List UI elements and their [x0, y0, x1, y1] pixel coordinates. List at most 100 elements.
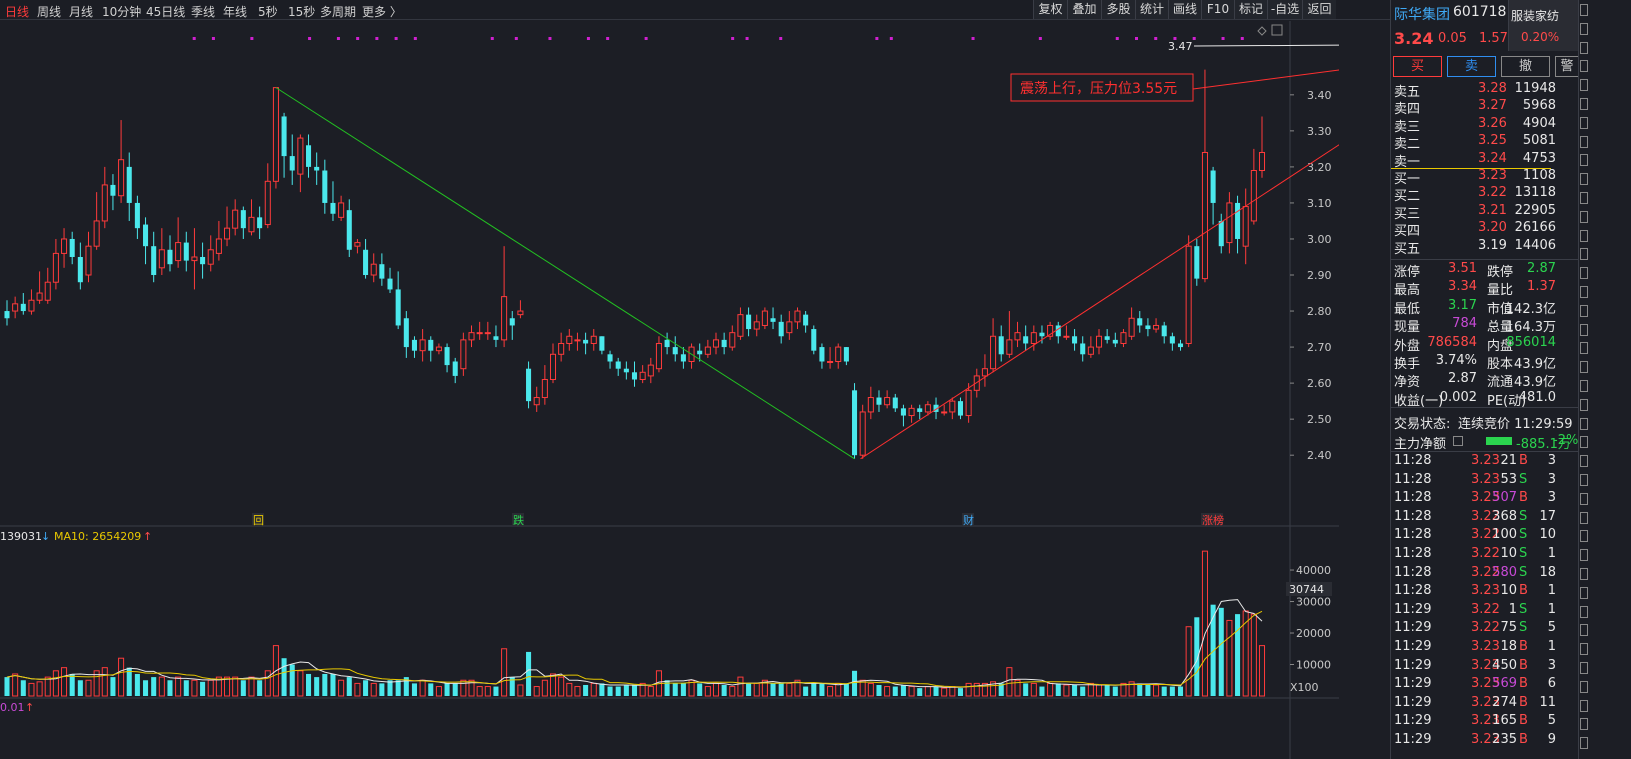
- event-marker[interactable]: 涨榜: [1202, 513, 1224, 527]
- tick-row[interactable]: 11:29 3.23 569 B 6: [1391, 676, 1579, 694]
- tick-row[interactable]: 11:28 3.22 580 S 18: [1391, 565, 1579, 583]
- edge-tab[interactable]: [1580, 267, 1588, 280]
- edge-tab[interactable]: [1580, 22, 1588, 35]
- ask-row[interactable]: 卖二 3.25 5081: [1391, 133, 1579, 152]
- tick-row[interactable]: 11:29 3.23 450 B 3: [1391, 658, 1579, 676]
- edge-tab[interactable]: [1580, 417, 1588, 430]
- toolbar-button-7[interactable]: -自选: [1267, 0, 1302, 19]
- edge-tab[interactable]: [1580, 248, 1588, 261]
- event-marker-box[interactable]: [1201, 513, 1223, 526]
- edge-tab[interactable]: [1580, 474, 1588, 486]
- edge-tab[interactable]: [1580, 361, 1588, 374]
- ask-row[interactable]: 卖一 3.24 4753: [1391, 151, 1579, 170]
- tick-row[interactable]: 11:29 3.23 274 B 11: [1391, 695, 1579, 713]
- tick-list[interactable]: 11:28 3.23 21 B 3 11:28 3.23 53 S 3 11:28 3.23 507 B 3…: [1391, 453, 1579, 759]
- event-marker-box[interactable]: [512, 513, 524, 526]
- tick-row[interactable]: 11:29 3.23 165 B 5: [1391, 713, 1579, 731]
- tick-row[interactable]: 11:28 3.23 507 B 3: [1391, 490, 1579, 508]
- edge-tab[interactable]: [1580, 323, 1588, 336]
- buy-button[interactable]: 买: [1393, 56, 1442, 77]
- tick-row[interactable]: 11:29 3.22 75 S 5: [1391, 620, 1579, 638]
- edge-tab[interactable]: [1580, 680, 1588, 693]
- edge-tab[interactable]: [1580, 342, 1588, 355]
- period-tab-10[interactable]: 更多 〉: [362, 5, 402, 19]
- sell-button[interactable]: 卖: [1447, 56, 1496, 77]
- event-marker-box[interactable]: [252, 513, 264, 526]
- edge-tab[interactable]: [1580, 699, 1588, 712]
- edge-tab[interactable]: [1580, 530, 1588, 543]
- edge-tab[interactable]: [1580, 737, 1588, 750]
- period-tab-6[interactable]: 年线: [223, 5, 248, 19]
- kline-chart-area[interactable]: 3.40 3.30 3.20 3.10 3.00 2.90 2.80 2.70 2.60 2.50…: [0, 21, 1631, 759]
- event-marker[interactable]: 回: [253, 514, 264, 527]
- period-tab-7[interactable]: 5秒: [258, 5, 278, 19]
- ask-row[interactable]: 卖五 3.28 11948: [1391, 81, 1579, 100]
- edge-tab[interactable]: [1580, 586, 1588, 599]
- ask-row[interactable]: 卖四 3.27 5968: [1391, 98, 1579, 117]
- event-marker-box[interactable]: [962, 513, 974, 526]
- trendline-down[interactable]: [275, 87, 855, 460]
- toolbar-button-4[interactable]: 画线: [1168, 0, 1201, 19]
- toolbar-button-3[interactable]: 统计: [1135, 0, 1168, 19]
- edge-tab[interactable]: [1580, 116, 1588, 129]
- toolbar-button-5[interactable]: F10: [1201, 0, 1234, 19]
- edge-tab[interactable]: [1580, 4, 1588, 16]
- period-tab-4[interactable]: 45日线: [146, 5, 186, 19]
- event-marker[interactable]: 跌: [513, 513, 524, 527]
- toolbar-button-0[interactable]: 复权: [1033, 0, 1067, 19]
- event-marker[interactable]: 财: [963, 513, 974, 527]
- edge-tab[interactable]: [1580, 98, 1588, 110]
- sector-box[interactable]: 服装家纺 0.20%: [1508, 0, 1578, 51]
- period-tab-3[interactable]: 10分钟: [102, 5, 142, 19]
- edge-tab[interactable]: [1580, 135, 1588, 148]
- edge-tab[interactable]: [1580, 605, 1588, 618]
- stock-name[interactable]: 际华集团: [1394, 7, 1450, 23]
- period-tab-9[interactable]: 多周期: [320, 5, 357, 19]
- bid-row[interactable]: 买一 3.23 1108: [1391, 168, 1579, 187]
- tick-row[interactable]: 11:28 3.22 10 S 1: [1391, 546, 1579, 564]
- toolbar-button-8[interactable]: 返回: [1302, 0, 1336, 19]
- edge-tab[interactable]: [1580, 643, 1588, 656]
- diamond-icon[interactable]: [1257, 26, 1267, 36]
- toolbar-button-1[interactable]: 叠加: [1067, 0, 1101, 19]
- edge-tab[interactable]: [1580, 60, 1588, 73]
- main-flow[interactable]: 主力净额 -885.1万 -2%: [1391, 433, 1579, 452]
- toolbar-button-2[interactable]: 多股: [1101, 0, 1135, 19]
- edge-tab[interactable]: [1580, 436, 1588, 449]
- period-tab-5[interactable]: 季线: [191, 5, 216, 19]
- window-icon[interactable]: [1271, 24, 1283, 36]
- edge-tab[interactable]: [1580, 286, 1588, 298]
- annotation-box[interactable]: [1010, 73, 1194, 102]
- edge-tab[interactable]: [1580, 455, 1588, 468]
- tick-row[interactable]: 11:28 3.22 368 S 17: [1391, 509, 1579, 527]
- edge-tab[interactable]: [1580, 662, 1588, 674]
- toolbar-button-6[interactable]: 标记: [1234, 0, 1267, 19]
- edge-tab[interactable]: [1580, 624, 1588, 637]
- kline-chart-svg[interactable]: 3.40 3.30 3.20 3.10 3.00 2.90 2.80 2.70 2.60 2.50…: [0, 21, 1631, 759]
- bid-row[interactable]: 买五 3.19 14406: [1391, 238, 1579, 257]
- edge-tab[interactable]: [1580, 492, 1588, 505]
- period-tab-1[interactable]: 周线: [37, 5, 62, 19]
- edge-tab[interactable]: [1580, 511, 1588, 524]
- edge-tab[interactable]: [1580, 173, 1588, 186]
- tick-row[interactable]: 11:28 3.23 10 B 1: [1391, 583, 1579, 601]
- edge-tab[interactable]: [1580, 549, 1588, 562]
- edge-tab[interactable]: [1580, 380, 1588, 392]
- bid-row[interactable]: 买三 3.21 22905: [1391, 203, 1579, 222]
- period-tab-2[interactable]: 月线: [69, 5, 94, 19]
- bid-row[interactable]: 买四 3.20 26166: [1391, 220, 1579, 239]
- tick-row[interactable]: 11:29 3.23 235 B 9: [1391, 732, 1579, 750]
- edge-tab[interactable]: [1580, 192, 1588, 204]
- trendline-up[interactable]: [860, 140, 1346, 460]
- period-tab-0[interactable]: 日线: [5, 5, 30, 19]
- ask-row[interactable]: 卖三 3.26 4904: [1391, 116, 1579, 135]
- period-tab-8[interactable]: 15秒: [288, 5, 316, 19]
- bid-row[interactable]: 买二 3.22 13118: [1391, 185, 1579, 204]
- cancel-button[interactable]: 撤: [1501, 56, 1550, 77]
- edge-tab[interactable]: [1580, 154, 1588, 167]
- edge-tab[interactable]: [1580, 718, 1588, 731]
- tick-row[interactable]: 11:29 3.23 18 B 1: [1391, 639, 1579, 657]
- edge-tab[interactable]: [1580, 398, 1588, 411]
- edge-tab[interactable]: [1580, 79, 1588, 92]
- edge-tab[interactable]: [1580, 41, 1588, 54]
